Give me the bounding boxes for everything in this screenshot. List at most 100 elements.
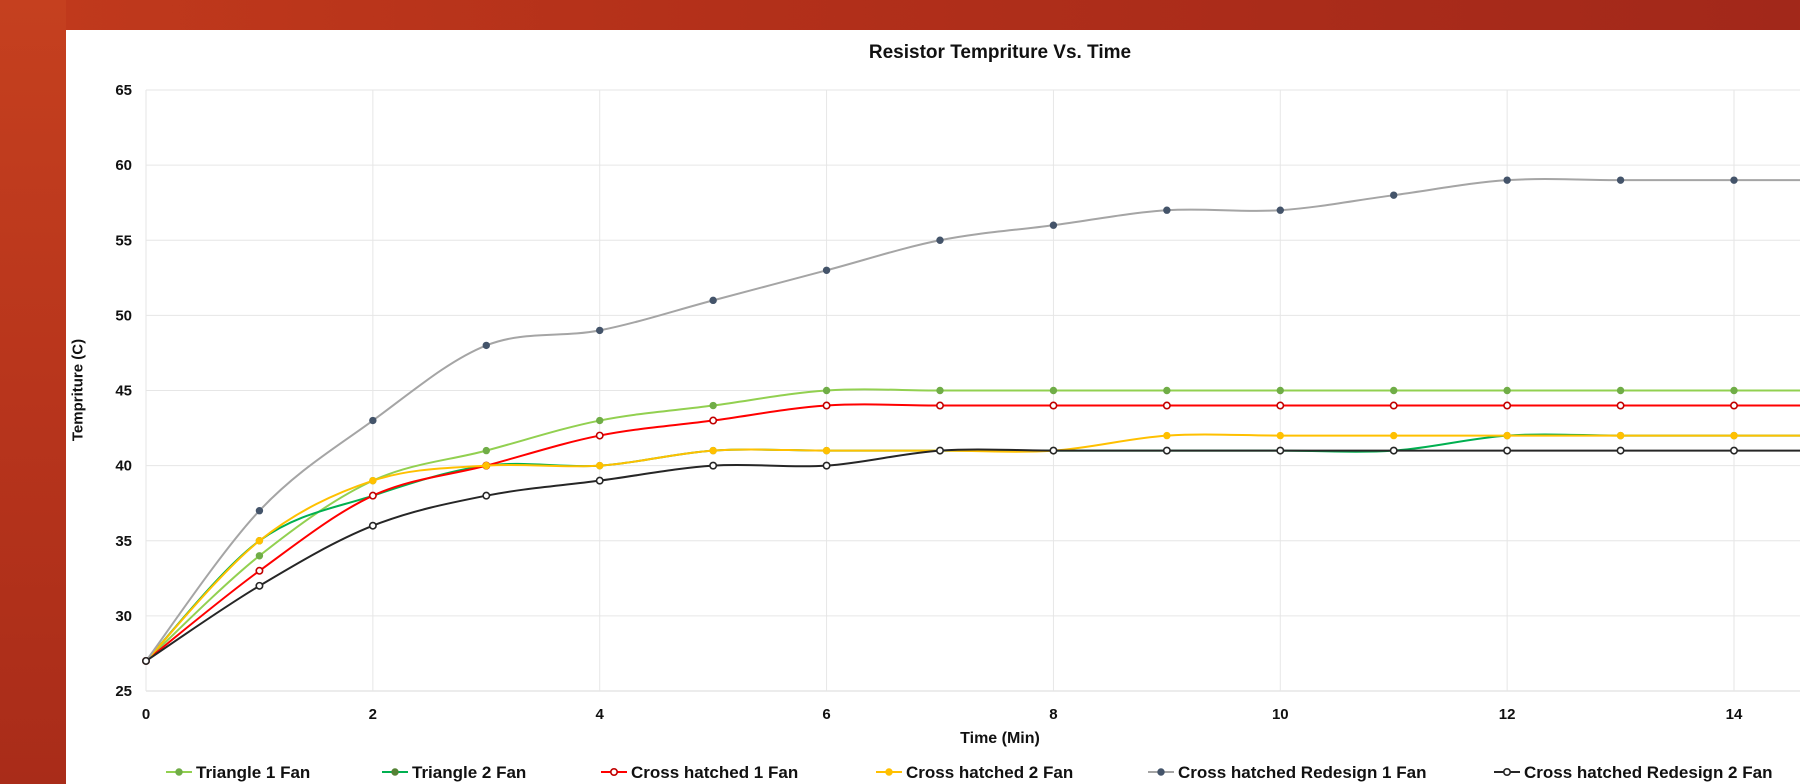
tick-labels: 25 30 35 40 45 50 55 60 65 0 2 4 6 8 10 12 14: [115, 82, 1743, 723]
legend-marker: [609, 767, 618, 776]
data-point: [1390, 386, 1398, 395]
series-line: [145, 178, 1800, 662]
y-tick-label: 45: [115, 383, 132, 400]
legend-item: Triangle 2 Fan: [382, 763, 526, 782]
data-point: [1276, 401, 1285, 410]
y-tick-label: 35: [115, 533, 132, 550]
legend-label: Cross hatched 1 Fan: [631, 763, 798, 782]
series-cross-hatched-redesign-2-fan: [142, 446, 1800, 665]
legend-item: Triangle 1 Fan: [166, 763, 310, 782]
data-point: [369, 416, 377, 425]
data-point: [1390, 191, 1398, 199]
data-point: [1276, 386, 1284, 395]
x-tick-label: 12: [1499, 706, 1516, 723]
series-triangle-2-fan: [142, 431, 1800, 665]
data-point: [482, 446, 490, 455]
data-point: [935, 401, 944, 410]
slide-background-edge: [0, 0, 66, 784]
series-line: [145, 433, 1800, 662]
data-point: [1503, 176, 1511, 184]
data-point: [596, 416, 604, 425]
data-point: [1162, 446, 1171, 455]
legend-item: Cross hatched 2 Fan: [876, 763, 1073, 782]
data-point: [822, 386, 831, 395]
legend-marker: [1503, 767, 1512, 776]
data-point: [1503, 446, 1512, 455]
data-point: [1163, 431, 1171, 440]
data-point: [1389, 446, 1398, 455]
data-point: [255, 581, 264, 590]
x-axis-label: Time (Min): [960, 730, 1040, 747]
y-tick-label: 60: [115, 157, 132, 174]
x-tick-label: 2: [369, 706, 377, 723]
legend-label: Cross hatched 2 Fan: [906, 763, 1073, 782]
data-point: [255, 552, 264, 560]
data-point: [482, 461, 490, 470]
data-point: [1730, 431, 1738, 440]
legend-marker: [391, 768, 399, 776]
data-point: [822, 461, 831, 470]
data-point: [1503, 401, 1512, 410]
y-axis-label: Tempriture (C): [69, 338, 87, 442]
y-tick-label: 40: [115, 458, 132, 475]
legend-label: Cross hatched Redesign 2 Fan: [1524, 763, 1772, 782]
legend-item: Cross hatched Redesign 2 Fan: [1494, 763, 1772, 782]
data-point: [255, 566, 264, 575]
data-point: [369, 476, 377, 485]
data-point: [1162, 401, 1171, 410]
data-point: [1049, 446, 1058, 455]
data-point: [936, 386, 944, 395]
legend-label: Triangle 2 Fan: [412, 763, 526, 782]
x-tick-label: 6: [822, 706, 830, 723]
data-point: [935, 446, 944, 455]
data-point: [709, 416, 718, 425]
data-point: [1616, 386, 1625, 395]
y-tick-label: 25: [115, 683, 132, 700]
data-point: [822, 446, 831, 455]
data-point: [1730, 176, 1738, 184]
line-chart: 25 30 35 40 45 50 55 60 65 0 2 4 6 8 10 12 14 Triangle 1 …: [115, 82, 1800, 782]
y-tick-label: 55: [115, 232, 132, 249]
data-point: [1616, 176, 1625, 184]
data-point: [709, 446, 717, 455]
chart-title: Resistor Tempriture Vs. Time: [868, 42, 1132, 63]
y-tick-label: 65: [115, 82, 132, 99]
legend-item: Cross hatched 1 Fan: [601, 763, 798, 782]
series-line: [145, 433, 1800, 662]
data-point: [709, 401, 717, 410]
series-triangle-1-fan: [142, 386, 1800, 665]
data-point: [1163, 206, 1171, 214]
data-point: [936, 236, 944, 244]
data-point: [482, 491, 491, 500]
series-group: [142, 176, 1800, 665]
series-line: [145, 448, 1800, 662]
data-point: [596, 461, 604, 470]
x-tick-label: 0: [142, 706, 150, 723]
legend-label: Triangle 1 Fan: [196, 763, 310, 782]
data-point: [1503, 431, 1511, 440]
data-point: [1730, 401, 1739, 410]
data-point: [1163, 386, 1171, 395]
data-point: [1503, 386, 1511, 395]
data-point: [1389, 401, 1398, 410]
data-point: [709, 461, 718, 470]
data-point: [368, 491, 377, 500]
data-point: [1049, 401, 1058, 410]
data-point: [1276, 446, 1285, 455]
data-point: [822, 401, 831, 410]
data-point: [595, 476, 604, 485]
series-cross-hatched-1-fan: [142, 401, 1800, 665]
legend-marker: [1157, 768, 1165, 776]
data-point: [1390, 431, 1398, 440]
legend-marker: [175, 768, 183, 776]
y-tick-label: 50: [115, 307, 132, 324]
legend: Triangle 1 Fan Triangle 2 Fan Cross hatche…: [166, 763, 1772, 782]
legend-marker: [885, 768, 893, 776]
chart-panel: 25 30 35 40 45 50 55 60 65 0 2 4 6 8 10 12 14 Triangle 1 …: [66, 30, 1800, 784]
data-point: [255, 537, 264, 545]
series-line: [145, 403, 1800, 662]
legend-label: Cross hatched Redesign 1 Fan: [1178, 763, 1426, 782]
data-point: [1616, 446, 1625, 455]
data-point: [1730, 446, 1739, 455]
data-point: [1616, 401, 1625, 410]
